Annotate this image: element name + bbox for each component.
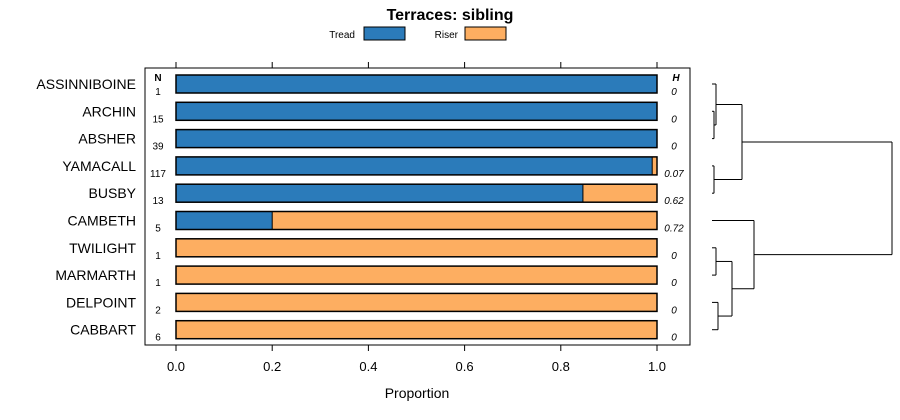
n-value: 1 bbox=[155, 87, 161, 98]
bar-riser bbox=[176, 238, 657, 257]
plot-panel bbox=[144, 67, 691, 346]
category-label: ABSHER bbox=[78, 131, 136, 147]
bar-outline bbox=[175, 292, 658, 313]
bar-outline bbox=[175, 265, 658, 285]
n-value: 1 bbox=[155, 251, 161, 262]
bar-riser bbox=[176, 320, 657, 339]
x-tick-label: 1.0 bbox=[648, 359, 666, 374]
legend-swatch-tread bbox=[363, 26, 406, 41]
n-value: 39 bbox=[152, 142, 164, 153]
bar-outline bbox=[175, 128, 658, 149]
n-value: 1 bbox=[155, 278, 161, 289]
dendrogram bbox=[712, 83, 893, 331]
bar-tread bbox=[176, 156, 653, 175]
h-value: 0.72 bbox=[664, 224, 684, 235]
category-label: CABBART bbox=[70, 322, 136, 338]
n-value: 13 bbox=[152, 196, 164, 207]
x-tick-label: 0.2 bbox=[263, 359, 281, 374]
n-value: 117 bbox=[150, 169, 166, 180]
h-value: 0 bbox=[671, 87, 677, 98]
legend-swatch-riser bbox=[464, 26, 507, 41]
category-label: MARMARTH bbox=[55, 267, 136, 283]
x-axis-title: Proportion bbox=[385, 385, 450, 401]
bar-outline bbox=[175, 101, 658, 122]
category-label: CAMBETH bbox=[68, 213, 136, 229]
legend-label-tread: Tread bbox=[329, 30, 355, 41]
bar-tread bbox=[176, 75, 657, 93]
h-value: 0 bbox=[671, 251, 677, 262]
bar-outline bbox=[175, 183, 658, 203]
legend: Tread Riser bbox=[329, 26, 507, 41]
n-value: 2 bbox=[155, 305, 161, 316]
x-axis: 0.0 0.2 0.4 0.6 0.8 1.0 bbox=[167, 62, 666, 374]
x-tick-label: 0.8 bbox=[552, 359, 570, 374]
category-label: DELPOINT bbox=[66, 294, 136, 310]
bar-riser bbox=[176, 293, 657, 312]
x-tick-label: 0.4 bbox=[359, 359, 377, 374]
h-value: 0 bbox=[671, 278, 677, 289]
bar-tread bbox=[176, 211, 273, 230]
h-column-header: H bbox=[672, 73, 680, 84]
bar-tread bbox=[176, 184, 583, 203]
h-value: 0 bbox=[671, 333, 677, 344]
bar-outline bbox=[175, 74, 658, 94]
h-value: 0 bbox=[671, 142, 677, 153]
bar-outline bbox=[175, 238, 658, 258]
n-value: 6 bbox=[155, 333, 161, 344]
n-value: 5 bbox=[155, 224, 161, 235]
x-tick-label: 0.6 bbox=[456, 359, 474, 374]
category-label: ARCHIN bbox=[82, 103, 136, 119]
bar-outline bbox=[175, 156, 658, 176]
n-column-header: N bbox=[154, 73, 161, 84]
bar-outline bbox=[175, 210, 658, 231]
category-label: YAMACALL bbox=[62, 158, 136, 174]
category-label: TWILIGHT bbox=[69, 240, 136, 256]
bar-tread bbox=[176, 129, 657, 148]
bar-riser bbox=[272, 211, 657, 230]
h-value: 0.62 bbox=[664, 196, 684, 207]
bar-riser bbox=[652, 156, 657, 175]
h-value: 0 bbox=[671, 114, 677, 125]
h-value: 0 bbox=[671, 305, 677, 316]
category-label: BUSBY bbox=[89, 185, 137, 201]
chart-title: Terraces: sibling bbox=[387, 7, 514, 24]
h-value: 0.07 bbox=[664, 169, 684, 180]
bar-tread bbox=[176, 102, 657, 121]
bar-riser bbox=[176, 266, 657, 285]
n-value: 15 bbox=[152, 114, 164, 125]
x-tick-label: 0.0 bbox=[167, 359, 185, 374]
bar-outline bbox=[175, 319, 658, 340]
category-label: ASSINNIBOINE bbox=[36, 76, 136, 92]
bar-riser bbox=[582, 184, 657, 203]
legend-label-riser: Riser bbox=[435, 30, 459, 41]
